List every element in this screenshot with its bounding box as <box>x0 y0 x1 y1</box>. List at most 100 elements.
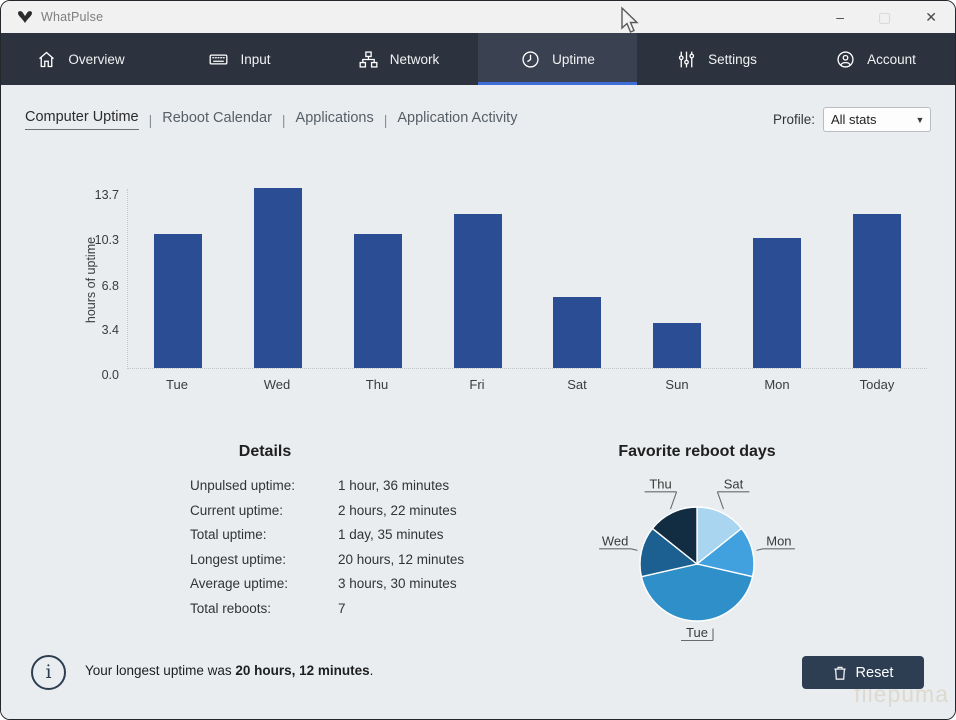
title-bar: WhatPulse – ▢ ✕ <box>1 1 955 33</box>
details-row: Longest uptime: 20 hours, 12 minutes <box>190 551 465 567</box>
reboot-days-pie-chart: Sat Mon Tue Wed Thu <box>599 476 795 642</box>
y-tick-label: 6.8 <box>101 278 119 293</box>
nav-tab-input[interactable]: Input <box>160 33 319 85</box>
bar-slot <box>528 189 628 368</box>
bar-mon <box>753 237 802 368</box>
subnav-applications[interactable]: Applications <box>295 109 374 126</box>
nav-tab-overview[interactable]: Overview <box>1 33 160 85</box>
window-controls: – ▢ ✕ <box>836 1 937 33</box>
x-tick-label: Sun <box>665 377 689 392</box>
maximize-button[interactable]: ▢ <box>878 9 892 25</box>
bar-slot <box>627 189 727 368</box>
nav-tab-label: Account <box>867 51 916 67</box>
profile-select[interactable]: All stats ▼ <box>823 107 931 132</box>
reset-button[interactable]: Reset <box>802 656 924 689</box>
pie-label-leader-line <box>599 548 638 551</box>
keyboard-icon <box>210 53 228 65</box>
content-area: Computer Uptime | Reboot Calendar | Appl… <box>1 85 955 719</box>
network-icon <box>359 50 378 68</box>
nav-tab-label: Overview <box>68 51 125 67</box>
details-row: Average uptime: 3 hours, 30 minutes <box>190 576 457 591</box>
details-heading: Details <box>238 443 292 460</box>
profile-selected-value: All stats <box>831 112 877 127</box>
details-row: Current uptime: 2 hours, 22 minutes <box>190 502 457 518</box>
profile-control: Profile: All stats ▼ <box>773 107 931 132</box>
bar-slot <box>827 189 927 368</box>
uptime-bar-chart: hours of uptime 0.0 3.4 6.8 10.3 13.7 Tue Wed… <box>59 183 927 399</box>
info-icon: i <box>31 655 66 690</box>
footer-message: Your longest uptime was 20 hours, 12 min… <box>85 663 374 678</box>
nav-tab-uptime[interactable]: Uptime <box>478 33 637 85</box>
x-tick-label: Tue <box>166 377 188 392</box>
bar-thu <box>353 234 402 368</box>
subnav-separator: | <box>281 111 286 128</box>
clock-icon <box>522 50 539 68</box>
bar-fri <box>453 214 502 368</box>
x-tick-label: Fri <box>469 377 485 392</box>
subnav-separator: | <box>148 111 153 128</box>
details-row: Total uptime: 1 day, 35 minutes <box>190 527 444 542</box>
pie-label-mon: Mon <box>766 533 791 548</box>
pie-label-wed: Wed <box>602 533 629 548</box>
details-row: Unpulsed uptime: 1 hour, 36 minutes <box>190 478 450 493</box>
subnav-application-activity[interactable]: Application Activity <box>397 109 518 126</box>
y-tick-label: 3.4 <box>101 323 119 338</box>
pie-chart-title: Favorite reboot days <box>618 443 776 460</box>
bar-wed <box>253 188 302 368</box>
y-axis: 0.0 3.4 6.8 10.3 13.7 <box>85 188 127 382</box>
bar-sat <box>553 297 602 368</box>
trash-icon <box>833 666 846 680</box>
pie-slice-tue <box>640 563 754 622</box>
bar-tue <box>153 234 202 368</box>
pie-label-leader-line <box>756 548 795 551</box>
bar-today <box>853 214 902 368</box>
sliders-icon <box>678 51 695 67</box>
nav-tab-label: Settings <box>708 51 757 67</box>
minimize-button[interactable]: – <box>836 9 845 25</box>
sub-nav: Computer Uptime | Reboot Calendar | Appl… <box>25 107 931 132</box>
nav-tab-label: Uptime <box>552 51 595 67</box>
pie-slice-mon <box>695 527 755 578</box>
footer-bar: i Your longest uptime was 20 hours, 12 m… <box>25 653 955 707</box>
nav-tab-network[interactable]: Network <box>319 33 478 85</box>
profile-label: Profile: <box>772 112 815 127</box>
details-row: Total reboots: 7 <box>190 600 346 616</box>
whatpulse-logo-icon <box>18 11 32 23</box>
pie-slice-sat <box>696 506 743 566</box>
plot-area <box>127 188 927 369</box>
nav-tab-account[interactable]: Account <box>796 33 955 85</box>
pie-label-tue: Tue <box>686 625 708 640</box>
subnav-separator: | <box>383 111 388 128</box>
x-tick-label: Today <box>859 377 895 392</box>
reboot-days-panel: Favorite reboot days Sat Mon Tue Wed Thu <box>556 443 838 659</box>
x-tick-label: Sat <box>567 377 587 392</box>
x-tick-label: Wed <box>263 377 291 392</box>
nav-tab-settings[interactable]: Settings <box>637 33 796 85</box>
home-icon <box>39 51 55 67</box>
close-button[interactable]: ✕ <box>925 9 937 25</box>
main-nav: Overview Input Network Uptime Settings A… <box>1 33 955 85</box>
nav-tab-label: Network <box>389 51 440 67</box>
bar-slot <box>328 189 428 368</box>
window-title: WhatPulse <box>41 10 104 24</box>
y-tick-label: 10.3 <box>94 232 119 247</box>
x-tick-label: Mon <box>764 377 790 392</box>
x-axis-labels: Tue Wed Thu Fri Sat Sun Mon Today <box>127 377 927 392</box>
y-tick-label: 0.0 <box>101 368 119 382</box>
pie-slice-wed <box>639 527 699 578</box>
person-icon <box>837 50 854 68</box>
subnav-reboot-calendar[interactable]: Reboot Calendar <box>162 109 272 126</box>
bar-sun <box>653 323 702 368</box>
pie-label-leader-line <box>681 628 714 642</box>
pie-label-leader-line <box>716 491 750 510</box>
x-tick-label: Thu <box>365 377 389 392</box>
bar-slot <box>228 188 328 368</box>
pie-label-leader-line <box>644 491 678 510</box>
bar-slot <box>727 189 827 368</box>
pie-slice-thu <box>651 506 698 566</box>
bar-slot <box>128 189 228 368</box>
y-tick-label: 13.7 <box>94 188 119 202</box>
nav-tab-label: Input <box>240 51 271 67</box>
subnav-computer-uptime[interactable]: Computer Uptime <box>25 109 139 130</box>
